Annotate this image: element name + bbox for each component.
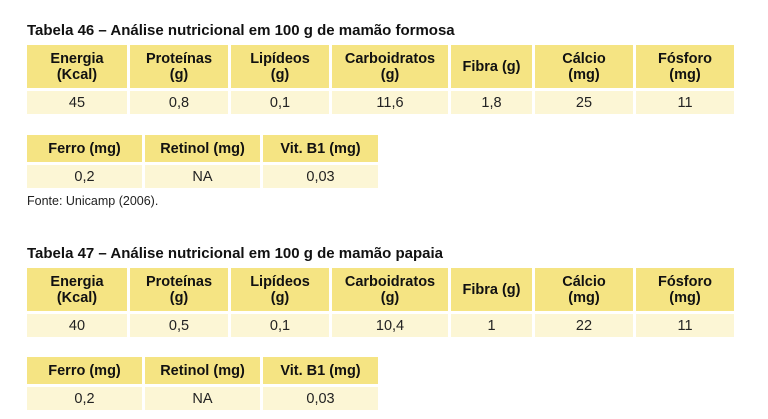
column-vit-b1: Vit. B1 (mg) 0,03 [263, 135, 378, 188]
column-fosforo: Fósforo (mg) 11 [636, 45, 734, 114]
value-cell: NA [145, 387, 260, 410]
value-cell: 0,03 [263, 387, 378, 410]
header-cell: Cálcio (mg) [535, 45, 633, 88]
header-cell: Lipídeos (g) [231, 268, 329, 311]
column-carboidratos: Carboidratos (g) 10,4 [332, 268, 448, 337]
header-cell: Retinol (mg) [145, 357, 260, 384]
value-cell: 45 [27, 91, 127, 114]
source-note: Fonte: Unicamp (2006). [27, 194, 159, 208]
column-energia: Energia (Kcal) 40 [27, 268, 127, 337]
value-cell: 10,4 [332, 314, 448, 337]
header-cell: Energia (Kcal) [27, 45, 127, 88]
value-cell: NA [145, 165, 260, 188]
value-cell: 1 [451, 314, 532, 337]
column-lipideos: Lipídeos (g) 0,1 [231, 268, 329, 337]
column-lipideos: Lipídeos (g) 0,1 [231, 45, 329, 114]
value-cell: 11 [636, 314, 734, 337]
value-cell: 0,5 [130, 314, 228, 337]
value-cell: 0,2 [27, 165, 142, 188]
value-cell: 0,03 [263, 165, 378, 188]
value-cell: 0,2 [27, 387, 142, 410]
header-cell: Fibra (g) [451, 45, 532, 88]
value-cell: 40 [27, 314, 127, 337]
value-cell: 0,1 [231, 314, 329, 337]
header-cell: Fósforo (mg) [636, 45, 734, 88]
column-vit-b1: Vit. B1 (mg) 0,03 [263, 357, 378, 410]
nutrition-table-main: Energia (Kcal) 40 Proteínas (g) 0,5 Lipí… [27, 268, 734, 337]
header-cell: Vit. B1 (mg) [263, 357, 378, 384]
header-cell: Proteínas (g) [130, 45, 228, 88]
value-cell: 0,8 [130, 91, 228, 114]
header-cell: Carboidratos (g) [332, 45, 448, 88]
header-cell: Cálcio (mg) [535, 268, 633, 311]
value-cell: 0,1 [231, 91, 329, 114]
nutrition-table-minerals: Ferro (mg) 0,2 Retinol (mg) NA Vit. B1 (… [27, 357, 378, 410]
nutrition-table-minerals: Ferro (mg) 0,2 Retinol (mg) NA Vit. B1 (… [27, 135, 378, 188]
column-ferro: Ferro (mg) 0,2 [27, 135, 142, 188]
nutrition-table-main: Energia (Kcal) 45 Proteínas (g) 0,8 Lipí… [27, 45, 734, 114]
header-cell: Vit. B1 (mg) [263, 135, 378, 162]
column-calcio: Cálcio (mg) 22 [535, 268, 633, 337]
column-retinol: Retinol (mg) NA [145, 357, 260, 410]
column-energia: Energia (Kcal) 45 [27, 45, 127, 114]
column-calcio: Cálcio (mg) 25 [535, 45, 633, 114]
header-cell: Ferro (mg) [27, 357, 142, 384]
value-cell: 11 [636, 91, 734, 114]
header-cell: Fósforo (mg) [636, 268, 734, 311]
table-title: Tabela 46 – Análise nutricional em 100 g… [27, 22, 455, 39]
column-fibra: Fibra (g) 1 [451, 268, 532, 337]
header-cell: Energia (Kcal) [27, 268, 127, 311]
column-fosforo: Fósforo (mg) 11 [636, 268, 734, 337]
header-cell: Ferro (mg) [27, 135, 142, 162]
value-cell: 1,8 [451, 91, 532, 114]
header-cell: Lipídeos (g) [231, 45, 329, 88]
column-fibra: Fibra (g) 1,8 [451, 45, 532, 114]
table-title: Tabela 47 – Análise nutricional em 100 g… [27, 245, 443, 262]
header-cell: Fibra (g) [451, 268, 532, 311]
column-proteinas: Proteínas (g) 0,5 [130, 268, 228, 337]
column-carboidratos: Carboidratos (g) 11,6 [332, 45, 448, 114]
header-cell: Carboidratos (g) [332, 268, 448, 311]
column-retinol: Retinol (mg) NA [145, 135, 260, 188]
column-proteinas: Proteínas (g) 0,8 [130, 45, 228, 114]
value-cell: 22 [535, 314, 633, 337]
value-cell: 25 [535, 91, 633, 114]
header-cell: Retinol (mg) [145, 135, 260, 162]
column-ferro: Ferro (mg) 0,2 [27, 357, 142, 410]
header-cell: Proteínas (g) [130, 268, 228, 311]
value-cell: 11,6 [332, 91, 448, 114]
